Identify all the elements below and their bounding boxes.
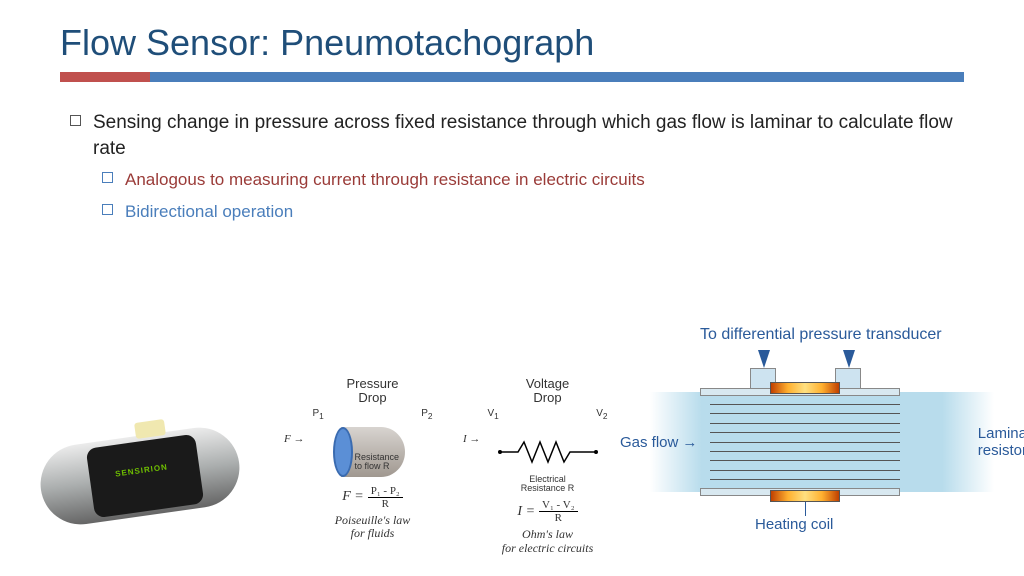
bullet-main-text: Sensing change in pressure across fixed … bbox=[93, 110, 964, 161]
p1-label: P1 bbox=[313, 408, 324, 421]
elec-equation: I = V₁ - V₂R bbox=[517, 499, 577, 524]
sensor-photo: SENSIRION bbox=[20, 386, 280, 556]
elec-title: Voltage Drop bbox=[526, 377, 569, 406]
bullet-sub-0-text: Analogous to measuring current through r… bbox=[125, 167, 645, 193]
heating-coil-bottom bbox=[770, 490, 840, 502]
gas-flow-label: Gas flow→ bbox=[620, 434, 697, 451]
cylinder-res-text: Resistance to flow R bbox=[355, 453, 400, 471]
accent-red bbox=[60, 72, 150, 82]
transducer-label: To differential pressure transducer bbox=[700, 326, 942, 344]
elec-flow-sym: I → bbox=[463, 433, 480, 445]
accent-bar bbox=[60, 72, 964, 82]
heating-coil-label: Heating coil bbox=[755, 516, 833, 533]
fluid-title: Pressure Drop bbox=[346, 377, 398, 406]
bullet-box-icon bbox=[102, 204, 113, 215]
p2-label: P2 bbox=[421, 408, 432, 421]
bullet-sub-0: Analogous to measuring current through r… bbox=[102, 167, 964, 193]
down-arrow-icon bbox=[843, 350, 855, 368]
resistor-icon bbox=[498, 427, 598, 477]
bullet-box-icon bbox=[70, 115, 81, 126]
fluid-flow-sym: F → bbox=[284, 433, 304, 445]
laminar-diagram: To differential pressure transducer Gas … bbox=[640, 326, 1004, 556]
analogy-diagram: Pressure Drop P1 P2 Resistance to flow R… bbox=[290, 377, 630, 556]
v1-label: V1 bbox=[488, 408, 499, 421]
elec-law: Ohm's law for electric circuits bbox=[502, 528, 594, 556]
elec-res-text: Electrical Resistance R bbox=[521, 475, 575, 494]
laminar-lines bbox=[710, 404, 900, 480]
v2-label: V2 bbox=[596, 408, 607, 421]
bullet-sub-1-text: Bidirectional operation bbox=[125, 199, 293, 225]
laminar-resistor-label: Laminar resistor bbox=[978, 426, 1024, 459]
fluid-equation: F = P₁ - P₂R bbox=[342, 485, 403, 510]
bullet-main: Sensing change in pressure across fixed … bbox=[70, 110, 964, 161]
bullet-sub-1: Bidirectional operation bbox=[102, 199, 964, 225]
slide-title: Flow Sensor: Pneumotachograph bbox=[60, 22, 964, 64]
right-arrow-icon: → bbox=[682, 434, 697, 451]
down-arrow-icon bbox=[758, 350, 770, 368]
fluid-column: Pressure Drop P1 P2 Resistance to flow R… bbox=[290, 377, 455, 556]
fluid-law: Poiseuille's law for fluids bbox=[335, 514, 411, 542]
accent-blue bbox=[150, 72, 964, 82]
elec-column: Voltage Drop V1 V2 I → Electrical Resist… bbox=[465, 377, 630, 556]
heating-coil-top bbox=[770, 382, 840, 394]
cylinder-icon: Resistance to flow R bbox=[333, 427, 413, 477]
heat-pointer bbox=[805, 502, 806, 516]
bullet-box-icon bbox=[102, 172, 113, 183]
